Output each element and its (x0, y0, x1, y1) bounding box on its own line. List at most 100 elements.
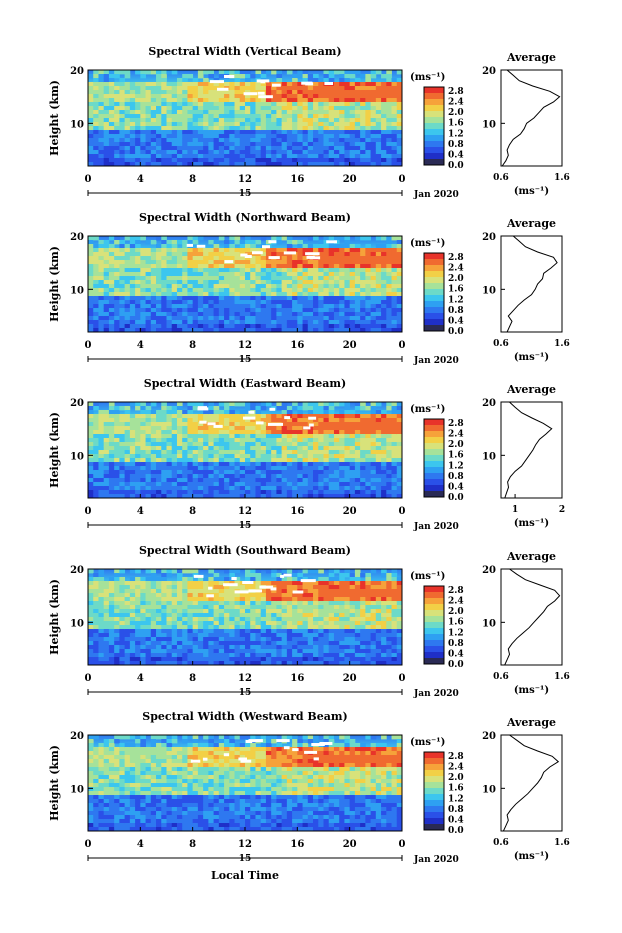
heatmap-cell (114, 430, 120, 434)
heatmap-cell (329, 450, 335, 454)
heatmap-cell (339, 414, 345, 418)
heatmap-cell (381, 284, 387, 288)
heatmap-cell (324, 454, 330, 458)
missing-data (217, 88, 229, 91)
heatmap-cell (266, 482, 272, 486)
heatmap-cell (376, 474, 382, 478)
heatmap-cell (235, 462, 241, 466)
heatmap-cell (229, 102, 235, 106)
heatmap-cell (119, 478, 125, 482)
heatmap-cell (104, 458, 110, 462)
heatmap-cell (167, 280, 173, 284)
heatmap-cell (386, 236, 392, 240)
heatmap-cell (98, 154, 104, 158)
heatmap-cell (151, 110, 157, 114)
heatmap-cell (324, 482, 330, 486)
heatmap-cell (146, 134, 152, 138)
heatmap-cell (318, 272, 324, 276)
heatmap-cell (308, 272, 314, 276)
heatmap-cell (235, 482, 241, 486)
heatmap-cell (329, 422, 335, 426)
heatmap-cell (318, 276, 324, 280)
avg-x-tick-label: 1.6 (554, 173, 570, 183)
heatmap-cell (318, 98, 324, 102)
heatmap-cell (182, 304, 188, 308)
avg-unit: (ms⁻¹) (514, 352, 549, 363)
heatmap-cell (339, 410, 345, 414)
heatmap-cell (308, 478, 314, 482)
heatmap-cell (146, 486, 152, 490)
heatmap-cell (344, 240, 350, 244)
heatmap-cell (93, 272, 99, 276)
heatmap-cell (104, 280, 110, 284)
heatmap-cell (193, 402, 199, 406)
heatmap-cell (203, 70, 209, 74)
heatmap-cell (224, 649, 230, 653)
heatmap-cell (151, 645, 157, 649)
heatmap-cell (376, 418, 382, 422)
heatmap-cell (308, 150, 314, 154)
heatmap-cell (318, 438, 324, 442)
heatmap-cell (214, 621, 220, 625)
heatmap-cell (381, 130, 387, 134)
heatmap-cell (344, 486, 350, 490)
missing-data (258, 95, 273, 98)
heatmap-cell (318, 268, 324, 272)
heatmap-cell (297, 296, 303, 300)
heatmap-cell (114, 609, 120, 613)
heatmap-cell (177, 625, 183, 629)
heatmap-cell (161, 272, 167, 276)
heatmap-cell (224, 609, 230, 613)
heatmap-cell (135, 470, 141, 474)
heatmap-cell (329, 406, 335, 410)
heatmap-cell (245, 248, 251, 252)
heatmap-cell (114, 154, 120, 158)
heatmap-cell (219, 138, 225, 142)
heatmap-cell (161, 142, 167, 146)
heatmap-cell (318, 308, 324, 312)
heatmap-cell (355, 276, 361, 280)
heatmap-cell (371, 442, 377, 446)
heatmap-cell (146, 597, 152, 601)
heatmap-cell (182, 142, 188, 146)
heatmap-cell (172, 320, 178, 324)
heatmap-cell (365, 86, 371, 90)
heatmap-cell (214, 414, 220, 418)
heatmap-cell (214, 122, 220, 126)
heatmap-cell (167, 609, 173, 613)
heatmap-cell (140, 316, 146, 320)
heatmap-cell (282, 454, 288, 458)
heatmap-cell (334, 482, 340, 486)
heatmap-cell (98, 114, 104, 118)
heatmap-cell (125, 442, 131, 446)
heatmap-cell (292, 462, 298, 466)
heatmap-cell (88, 312, 94, 316)
heatmap-cell (151, 486, 157, 490)
heatmap-cell (376, 284, 382, 288)
heatmap-cell (198, 621, 204, 625)
heatmap-cell (140, 256, 146, 260)
colorbar-segment (424, 431, 444, 437)
heatmap-cell (156, 260, 162, 264)
heatmap-cell (146, 577, 152, 581)
heatmap-cell (344, 236, 350, 240)
heatmap-cell (255, 74, 261, 78)
heatmap-cell (151, 641, 157, 645)
heatmap-cell (219, 158, 225, 162)
heatmap-cell (151, 434, 157, 438)
heatmap-cell (114, 446, 120, 450)
heatmap-cell (161, 118, 167, 122)
heatmap-cell (297, 284, 303, 288)
heatmap-cell (198, 122, 204, 126)
heatmap-cell (392, 78, 398, 82)
heatmap-cell (130, 90, 136, 94)
heatmap-cell (88, 649, 94, 653)
heatmap-cell (182, 569, 188, 573)
heatmap-cell (161, 276, 167, 280)
heatmap-cell (376, 106, 382, 110)
heatmap-cell (292, 316, 298, 320)
heatmap-cell (297, 486, 303, 490)
heatmap-cell (104, 264, 110, 268)
heatmap-cell (172, 637, 178, 641)
heatmap-cell (392, 236, 398, 240)
